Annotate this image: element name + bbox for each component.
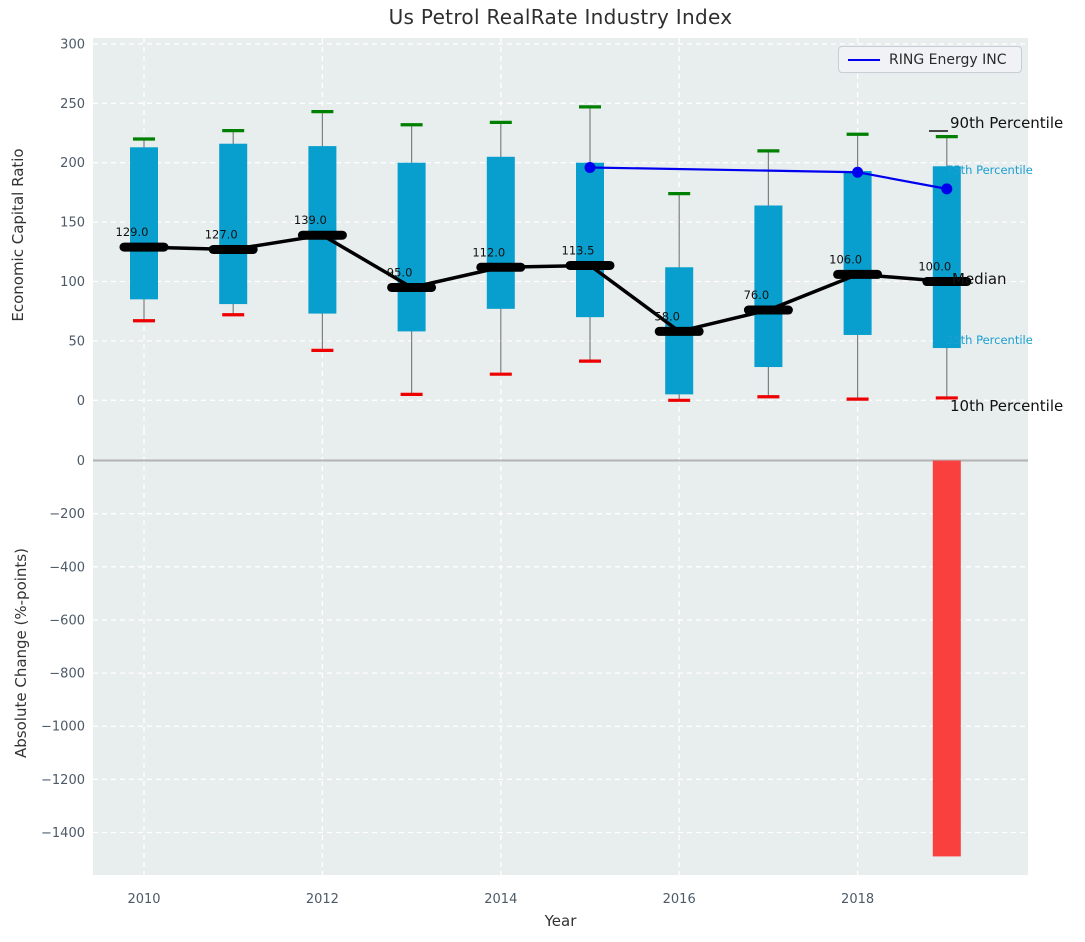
annotation-75th-percentile: 75th Percentile — [946, 163, 1033, 177]
median-value-label: 129.0 — [116, 225, 149, 239]
iqr-box — [130, 147, 158, 300]
median-value-label: 106.0 — [829, 252, 862, 266]
legend-label: RING Energy INC — [889, 51, 1007, 68]
ytick-label-top: 300 — [60, 37, 85, 52]
annotation-90th-percentile: 90th Percentile — [950, 114, 1064, 132]
iqr-box — [576, 162, 604, 318]
ytick-label-bottom: 0 — [77, 454, 85, 469]
median-value-label: 76.0 — [744, 288, 770, 302]
ytick-label-top: 150 — [60, 216, 85, 231]
iqr-box — [754, 205, 783, 368]
ytick-label-bottom: −200 — [49, 507, 85, 522]
median-value-label: 113.5 — [562, 243, 595, 257]
y-axis-label-bottom: Absolute Change (%-points) — [12, 548, 30, 758]
ytick-label-top: 0 — [77, 394, 85, 409]
ytick-label-bottom: −1000 — [41, 720, 85, 735]
xtick-label: 2014 — [484, 892, 517, 907]
ytick-label-top: 250 — [60, 97, 85, 112]
x-axis-label: Year — [544, 912, 577, 930]
ytick-label-bottom: −800 — [49, 667, 85, 682]
chart-title: Us Petrol RealRate Industry Index — [388, 5, 733, 29]
median-value-label: 100.0 — [918, 260, 951, 274]
ytick-label-top: 200 — [60, 156, 85, 171]
legend-line-sample — [848, 58, 880, 61]
xtick-label: 2016 — [663, 892, 696, 907]
annotation-median: Median — [952, 270, 1007, 288]
overlay-point — [852, 166, 864, 178]
change-bar — [932, 460, 961, 857]
bottom-plot-background — [93, 430, 1028, 875]
median-value-label: 58.0 — [654, 309, 680, 323]
median-value-label: 112.0 — [472, 245, 505, 259]
iqr-box — [397, 162, 426, 332]
xtick-label: 2012 — [306, 892, 339, 907]
ytick-label-top: 100 — [60, 275, 85, 290]
iqr-box — [843, 171, 872, 335]
median-value-label: 95.0 — [387, 265, 413, 279]
ytick-label-bottom: −1400 — [41, 826, 85, 841]
overlay-point — [584, 161, 596, 173]
annotation-25th-percentile: 25th Percentile — [946, 333, 1033, 347]
median-value-label: 127.0 — [205, 227, 238, 241]
iqr-box — [486, 156, 515, 309]
ytick-label-bottom: −400 — [49, 560, 85, 575]
median-value-label: 139.0 — [294, 213, 327, 227]
iqr-box — [932, 166, 961, 349]
xtick-label: 2010 — [127, 892, 160, 907]
ytick-label-bottom: −1200 — [41, 773, 85, 788]
legend: RING Energy INC — [838, 46, 1022, 73]
median-line — [143, 233, 947, 334]
overlay-point — [941, 183, 953, 195]
ytick-label-top: 50 — [68, 334, 85, 349]
annotation-10th-percentile: 10th Percentile — [950, 397, 1064, 415]
y-axis-label-top: Economic Capital Ratio — [9, 148, 27, 322]
iqr-box — [219, 143, 248, 305]
xtick-label: 2018 — [841, 892, 874, 907]
ytick-label-bottom: −600 — [49, 613, 85, 628]
iqr-box — [308, 146, 337, 314]
